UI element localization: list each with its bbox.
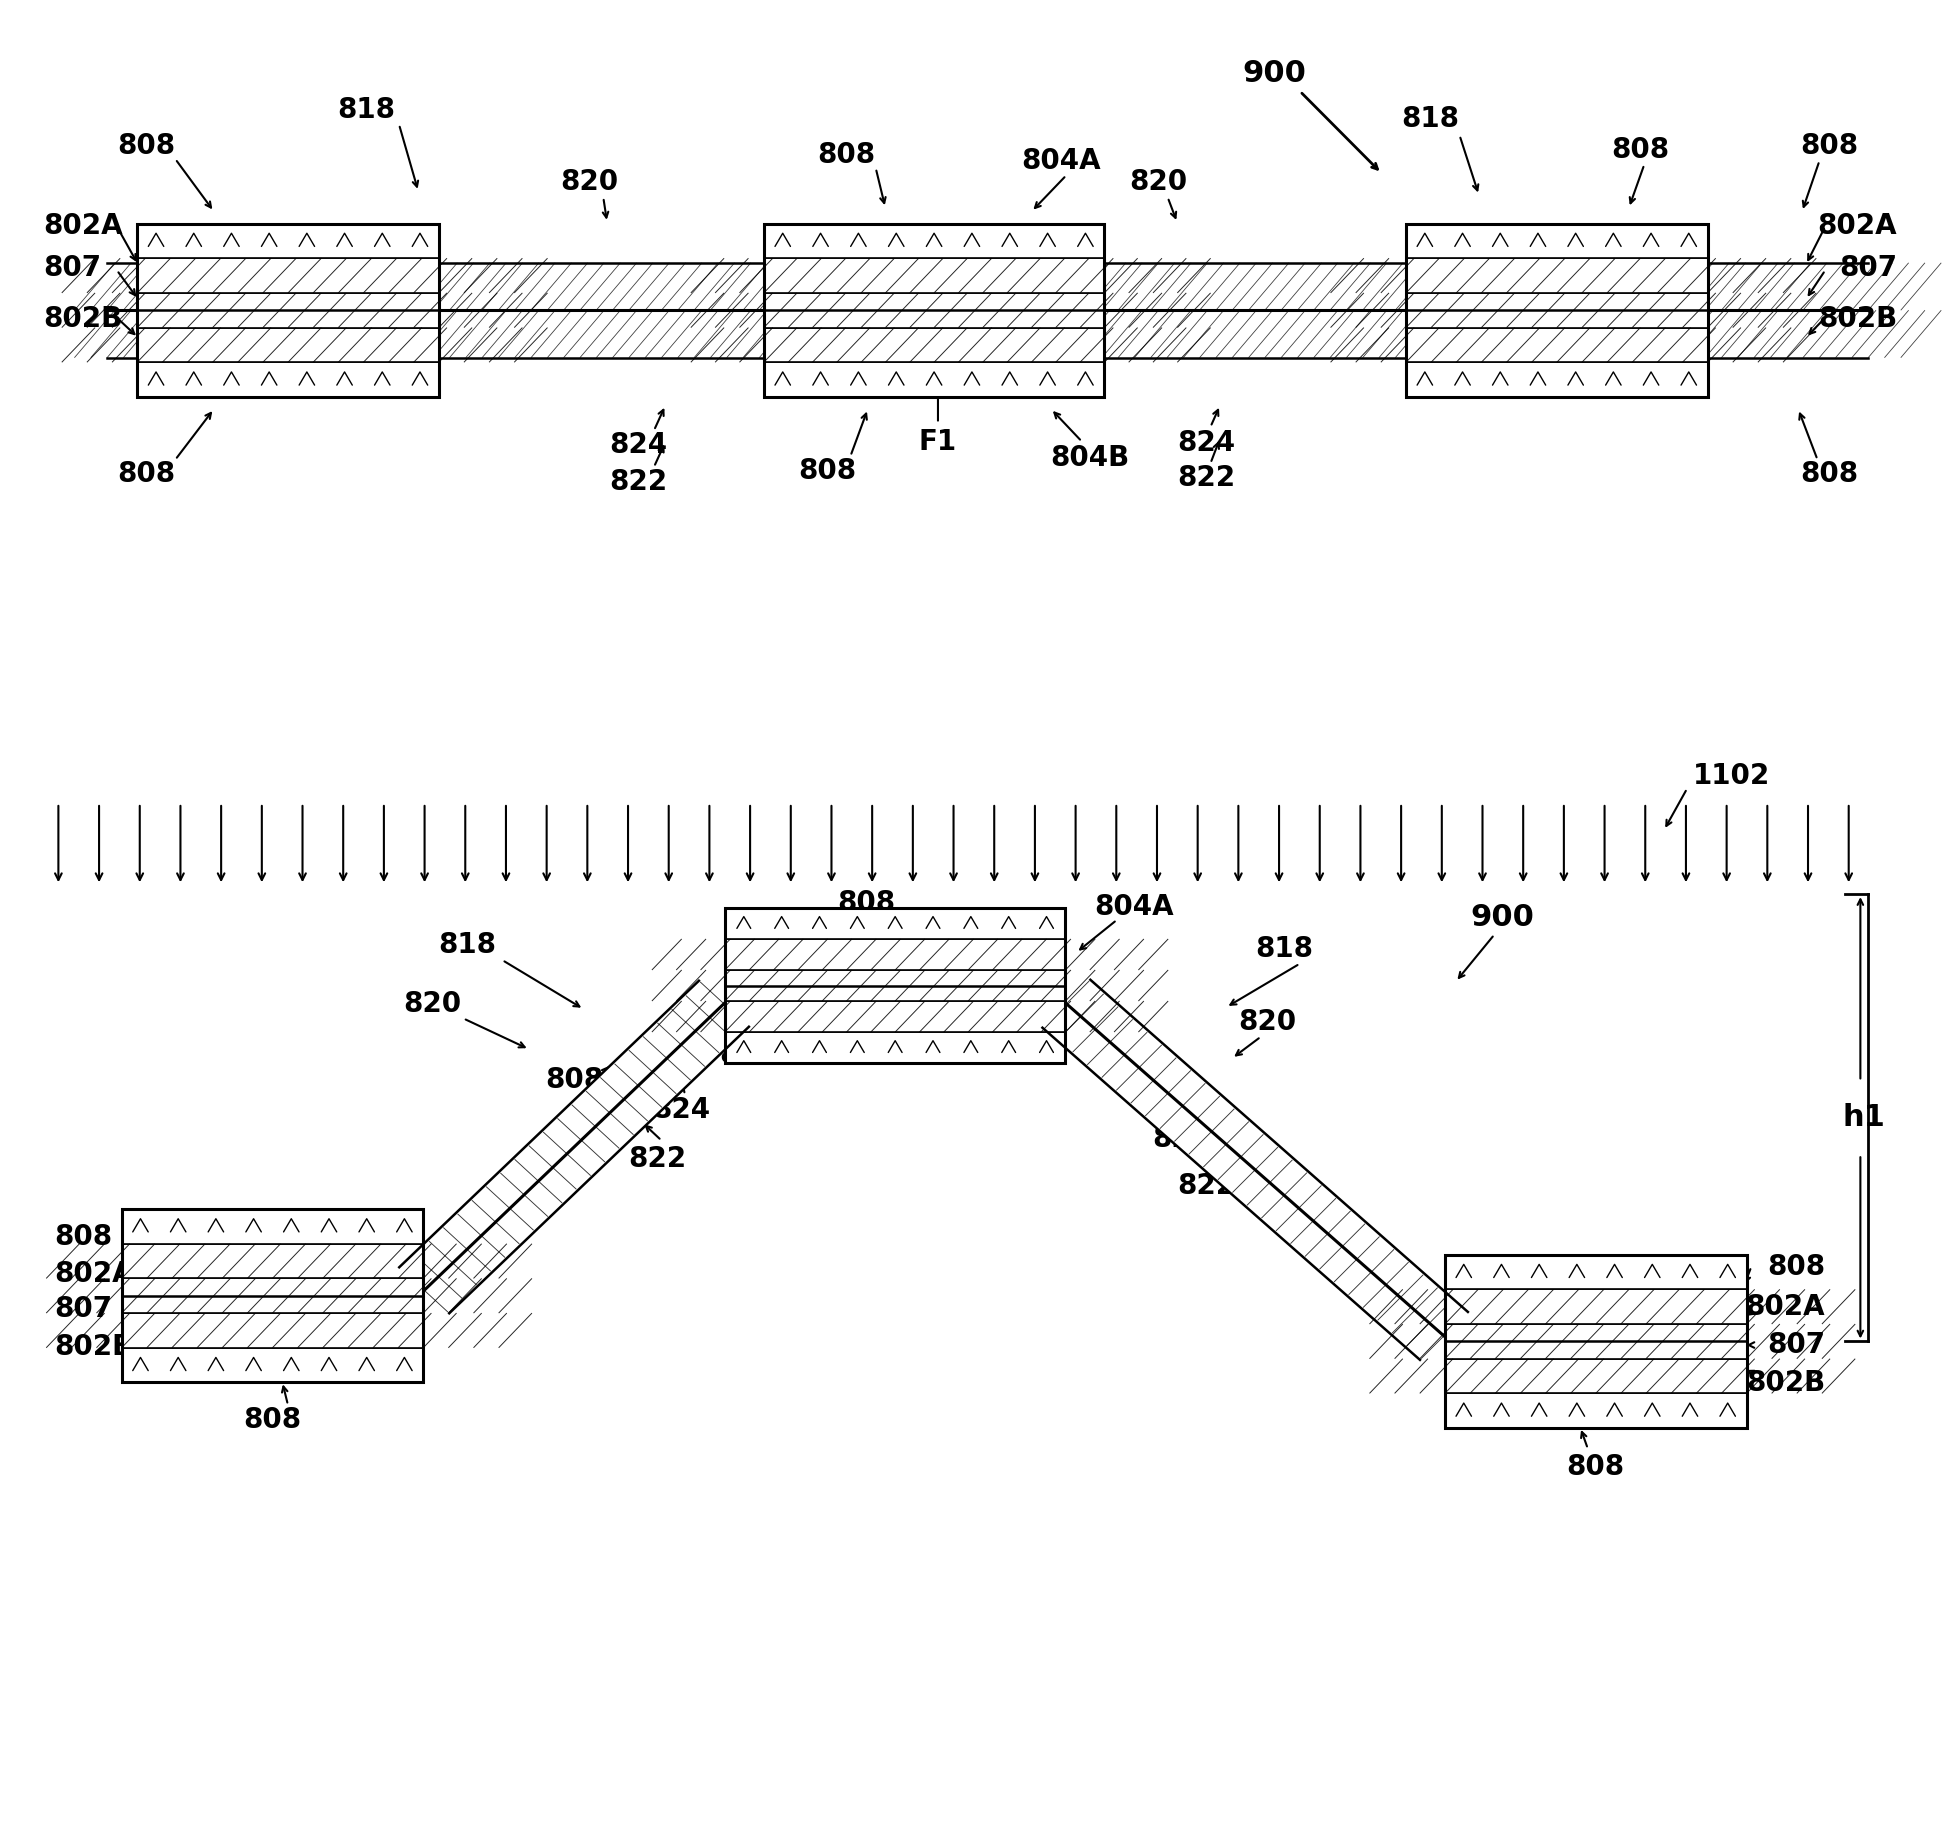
- Bar: [1405, 224, 1709, 398]
- Text: 808: 808: [545, 1066, 603, 1095]
- Bar: [726, 971, 1066, 1000]
- Text: 900: 900: [1243, 58, 1306, 88]
- Text: h1: h1: [1843, 1104, 1886, 1132]
- Text: 807: 807: [1767, 1330, 1825, 1360]
- Text: 822: 822: [1177, 464, 1236, 493]
- Text: 824: 824: [652, 1095, 710, 1124]
- Bar: [123, 1278, 424, 1314]
- Text: 820: 820: [560, 168, 619, 197]
- Bar: [136, 294, 438, 328]
- Text: 802B: 802B: [54, 1332, 134, 1361]
- Text: 818: 818: [337, 95, 395, 124]
- Text: 808: 808: [817, 141, 876, 170]
- Text: 807: 807: [54, 1294, 113, 1323]
- Text: 808: 808: [54, 1223, 113, 1252]
- Text: 818: 818: [438, 931, 496, 960]
- Text: 808: 808: [1567, 1453, 1625, 1482]
- Bar: [1444, 1256, 1748, 1427]
- Text: 822: 822: [629, 1144, 687, 1173]
- Bar: [1444, 1288, 1748, 1325]
- Text: 808: 808: [117, 131, 175, 161]
- Text: 808: 808: [798, 456, 856, 485]
- Bar: [726, 1000, 1066, 1033]
- Text: 802B: 802B: [1746, 1369, 1825, 1398]
- Text: 1102: 1102: [1693, 761, 1771, 790]
- Bar: [123, 1210, 424, 1383]
- Bar: [763, 363, 1103, 398]
- Text: 822: 822: [1177, 1172, 1236, 1201]
- Text: 802A: 802A: [54, 1259, 134, 1288]
- Text: 807: 807: [43, 254, 101, 283]
- Text: 900: 900: [1471, 903, 1533, 933]
- Text: F1: F1: [919, 427, 957, 456]
- Bar: [1444, 1358, 1748, 1394]
- Text: 802B: 802B: [43, 305, 123, 334]
- Bar: [136, 259, 438, 294]
- Bar: [726, 909, 1066, 938]
- Text: 808: 808: [837, 889, 895, 918]
- Bar: [107, 263, 1868, 310]
- Bar: [763, 259, 1103, 294]
- Bar: [726, 1033, 1066, 1062]
- Text: 808: 808: [117, 460, 175, 489]
- Bar: [1405, 363, 1709, 398]
- Bar: [123, 1314, 424, 1347]
- Text: 820: 820: [1238, 1007, 1296, 1037]
- Bar: [1444, 1394, 1748, 1427]
- Text: 808: 808: [1800, 460, 1858, 489]
- Text: 807: 807: [1839, 254, 1897, 283]
- Text: 820: 820: [403, 989, 461, 1018]
- Bar: [1444, 1325, 1748, 1358]
- Text: 804B: 804B: [720, 1040, 798, 1069]
- Text: 802A: 802A: [1746, 1292, 1825, 1321]
- Text: 824: 824: [1152, 1124, 1210, 1153]
- Text: 824: 824: [1177, 429, 1236, 458]
- Text: 820: 820: [1129, 168, 1187, 197]
- Text: 804A: 804A: [1096, 892, 1173, 922]
- Polygon shape: [399, 980, 749, 1314]
- Bar: [123, 1245, 424, 1278]
- Text: 808: 808: [1767, 1252, 1825, 1281]
- Text: 818: 818: [1255, 934, 1314, 964]
- Text: 802A: 802A: [1818, 212, 1897, 241]
- Bar: [763, 224, 1103, 398]
- Text: 808: 808: [1084, 1038, 1142, 1068]
- Bar: [136, 328, 438, 363]
- Polygon shape: [1043, 980, 1467, 1360]
- Text: 818: 818: [1401, 104, 1460, 133]
- Bar: [1444, 1256, 1748, 1288]
- Text: 804B: 804B: [1051, 443, 1129, 473]
- Text: 808: 808: [1611, 135, 1670, 164]
- Bar: [136, 224, 438, 398]
- Bar: [1405, 294, 1709, 328]
- Text: F1: F1: [909, 1022, 948, 1051]
- Bar: [763, 328, 1103, 363]
- Bar: [726, 938, 1066, 971]
- Bar: [123, 1208, 424, 1245]
- Text: 802B: 802B: [1818, 305, 1897, 334]
- Bar: [1405, 328, 1709, 363]
- Bar: [136, 363, 438, 398]
- Text: 804A: 804A: [1022, 146, 1099, 175]
- Bar: [763, 294, 1103, 328]
- Bar: [1405, 224, 1709, 259]
- Bar: [107, 310, 1868, 358]
- Text: 824: 824: [609, 431, 667, 460]
- Bar: [136, 224, 438, 259]
- Text: 802A: 802A: [43, 212, 123, 241]
- Text: 808: 808: [1800, 131, 1858, 161]
- Bar: [763, 224, 1103, 259]
- Bar: [1405, 259, 1709, 294]
- Bar: [726, 907, 1066, 1062]
- Text: 808: 808: [243, 1405, 302, 1434]
- Text: 822: 822: [609, 467, 667, 496]
- Bar: [123, 1347, 424, 1383]
